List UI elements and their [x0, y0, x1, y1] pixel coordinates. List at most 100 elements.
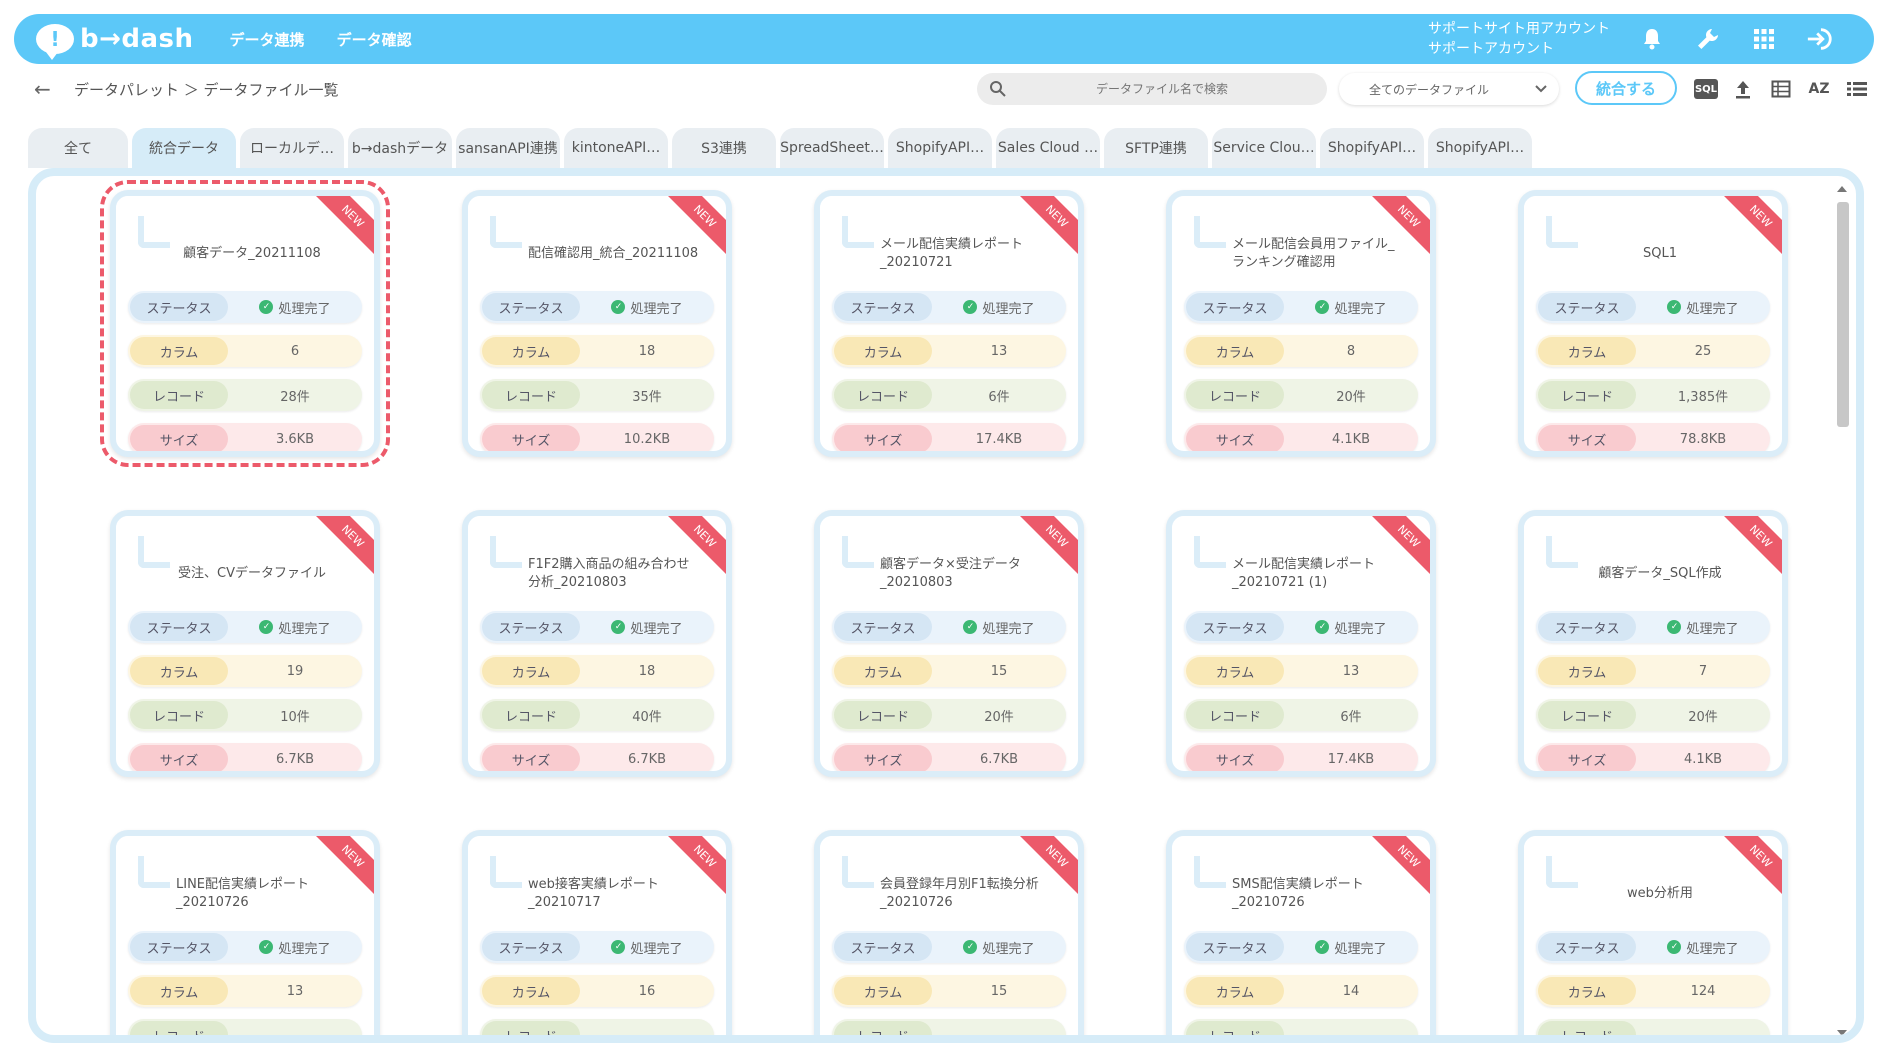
- tab-2[interactable]: ローカルデ…: [240, 128, 344, 168]
- upload-icon[interactable]: [1730, 76, 1756, 102]
- column-label: カラム: [834, 337, 932, 365]
- tab-12[interactable]: ShopifyAPI…: [1320, 128, 1424, 168]
- tab-6[interactable]: S3連携: [672, 128, 776, 168]
- data-file-card[interactable]: NEW メール配信会員用ファイル_ランキング確認用 ステータス ✓ 処理完了 カラ…: [1166, 190, 1436, 457]
- status-row: ステータス ✓ 処理完了: [1184, 291, 1418, 323]
- data-file-card[interactable]: NEW 会員登録年月別F1転換分析_20210726 ステータス ✓ 処理完了 カ…: [814, 830, 1084, 1035]
- file-stats: ステータス ✓ 処理完了 カラム 25 レコード 1,385件 サイズ 78.8K…: [1536, 291, 1770, 451]
- file-name: SMS配信実績レポート_20210726: [1232, 877, 1364, 910]
- data-file-card[interactable]: NEW 顧客データ×受注データ_20210803 ステータス ✓ 処理完了 カラム…: [814, 510, 1084, 777]
- merge-button[interactable]: 統合する: [1575, 71, 1677, 105]
- file-filter-select[interactable]: 全てのデータファイル: [1339, 73, 1559, 105]
- account-line1: サポートサイト用アカウント: [1428, 21, 1610, 37]
- grid-apps-icon[interactable]: [1750, 25, 1778, 53]
- data-file-card[interactable]: NEW 配信確認用_統合_20211108 ステータス ✓ 処理完了 カラム 18…: [462, 190, 732, 457]
- tab-5[interactable]: kintoneAPI…: [564, 128, 668, 168]
- logout-icon[interactable]: [1806, 25, 1834, 53]
- table-view-icon[interactable]: [1768, 76, 1794, 102]
- wrench-icon[interactable]: [1694, 25, 1722, 53]
- status-label: ステータス: [1186, 933, 1284, 961]
- size-row: サイズ 10.2KB: [480, 423, 714, 451]
- status-value: ✓ 処理完了: [580, 938, 714, 957]
- file-size: 10.2KB: [623, 431, 671, 447]
- nav-data-check[interactable]: データ確認: [336, 30, 412, 49]
- data-file-card[interactable]: NEW 受注、CVデータファイル ステータス ✓ 処理完了 カラム 19 レコード…: [110, 510, 380, 777]
- data-file-card[interactable]: NEW web分析用 ステータス ✓処理完了 カラム 124 レコード サイズ: [1518, 830, 1788, 1035]
- size-label: サイズ: [1186, 745, 1284, 771]
- record-label: レコード: [1538, 381, 1636, 409]
- bell-icon[interactable]: [1638, 25, 1666, 53]
- logo[interactable]: ! b→dash: [36, 24, 194, 60]
- file-name: メール配信実績レポート_20210721 (1): [1232, 557, 1376, 590]
- file-stats: ステータス ✓処理完了 カラム 16 レコード サイズ: [480, 931, 714, 1035]
- record-row: レコード: [832, 1019, 1066, 1035]
- column-count: 15: [990, 663, 1008, 679]
- column-count: 7: [1698, 663, 1708, 679]
- nav-data-integration[interactable]: データ連携: [229, 30, 305, 49]
- size-row: サイズ 3.6KB: [128, 423, 362, 451]
- tab-0[interactable]: 全て: [28, 128, 128, 168]
- file-stats: ステータス ✓ 処理完了 カラム 6 レコード 28件 サイズ 3.6KB: [128, 291, 362, 451]
- column-row: カラム 13: [1184, 655, 1418, 687]
- record-count: 35件: [632, 389, 662, 405]
- data-file-card[interactable]: NEW 顧客データ_SQL作成 ステータス ✓ 処理完了 カラム 7 レコード 2…: [1518, 510, 1788, 777]
- status-row: ステータス ✓ 処理完了: [1536, 611, 1770, 643]
- scrollbar[interactable]: [1834, 186, 1850, 1035]
- tab-8[interactable]: ShopifyAPI…: [888, 128, 992, 168]
- tab-4[interactable]: sansanAPI連携: [456, 128, 560, 168]
- status-value: ✓ 処理完了: [1284, 618, 1418, 637]
- status-value: ✓ 処理完了: [580, 298, 714, 317]
- scroll-down-arrow[interactable]: [1837, 1030, 1847, 1035]
- record-row: レコード 20件: [832, 699, 1066, 731]
- tab-7[interactable]: SpreadSheet…: [780, 128, 884, 168]
- file-size: 17.4KB: [975, 431, 1023, 447]
- data-file-card[interactable]: NEW LINE配信実績レポート_20210726 ステータス ✓ 処理完了 カラ…: [110, 830, 380, 1035]
- tab-1[interactable]: 統合データ: [132, 128, 236, 168]
- scroll-up-arrow[interactable]: [1837, 186, 1847, 192]
- size-row: サイズ 78.8KB: [1536, 423, 1770, 451]
- record-row: レコード 28件: [128, 379, 362, 411]
- file-stats: ステータス ✓処理完了 カラム 13 レコード サイズ: [128, 931, 362, 1035]
- sql-icon[interactable]: SQL: [1694, 79, 1718, 99]
- tab-10[interactable]: SFTP連携: [1104, 128, 1208, 168]
- size-row: サイズ 6.7KB: [128, 743, 362, 771]
- view-tools: SQL AZ: [1694, 76, 1870, 102]
- record-count: 20件: [1336, 389, 1366, 405]
- tab-9[interactable]: Sales Cloud …: [996, 128, 1100, 168]
- status-label: ステータス: [1538, 933, 1636, 961]
- list-view-icon[interactable]: [1844, 76, 1870, 102]
- search-input[interactable]: [1017, 82, 1307, 96]
- data-file-card[interactable]: NEW F1F2購入商品の組み合わせ分析_20210803 ステータス ✓ 処理完…: [462, 510, 732, 777]
- status-row: ステータス ✓ 処理完了: [832, 611, 1066, 643]
- data-file-card[interactable]: NEW SQL1 ステータス ✓ 処理完了 カラム 25 レコード 1,385件 …: [1518, 190, 1788, 457]
- tab-11[interactable]: Service Clou…: [1212, 128, 1316, 168]
- record-label: レコード: [1186, 1021, 1284, 1035]
- tab-3[interactable]: b→dashデータ: [348, 128, 452, 168]
- column-count: 13: [286, 983, 304, 999]
- column-row: カラム 16: [480, 975, 714, 1007]
- back-arrow-icon[interactable]: ←: [34, 77, 51, 101]
- column-label: カラム: [1538, 977, 1636, 1005]
- file-name: 顧客データ_SQL作成: [1598, 566, 1722, 581]
- data-file-card[interactable]: NEW 顧客データ_20211108 ステータス ✓ 処理完了 カラム 6 レコー…: [100, 180, 390, 467]
- file-name: 顧客データ_20211108: [183, 246, 321, 261]
- scroll-thumb[interactable]: [1837, 202, 1849, 427]
- data-file-card[interactable]: NEW SMS配信実績レポート_20210726 ステータス ✓ 処理完了 カラム…: [1166, 830, 1436, 1035]
- status-text: 処理完了: [1334, 621, 1387, 637]
- file-name: 配信確認用_統合_20211108: [528, 246, 699, 261]
- column-count: 16: [638, 983, 656, 999]
- check-circle-icon: ✓: [611, 300, 626, 314]
- status-text: 処理完了: [630, 621, 683, 637]
- size-label: サイズ: [482, 425, 580, 451]
- data-file-card[interactable]: NEW web接客実績レポート_20210717 ステータス ✓ 処理完了 カラム…: [462, 830, 732, 1035]
- record-label: レコード: [834, 1021, 932, 1035]
- column-label: カラム: [1186, 337, 1284, 365]
- size-label: サイズ: [482, 745, 580, 771]
- sort-az-icon[interactable]: AZ: [1808, 81, 1830, 97]
- data-file-card[interactable]: NEW メール配信実績レポート_20210721 (1) ステータス ✓ 処理完了…: [1166, 510, 1436, 777]
- column-count: 18: [638, 663, 656, 679]
- tab-13[interactable]: ShopifyAPI…: [1428, 128, 1532, 168]
- column-row: カラム 124: [1536, 975, 1770, 1007]
- data-file-card[interactable]: NEW メール配信実績レポート_20210721 ステータス ✓ 処理完了 カラム…: [814, 190, 1084, 457]
- account-info[interactable]: サポートサイト用アカウント サポートアカウント: [1428, 19, 1610, 59]
